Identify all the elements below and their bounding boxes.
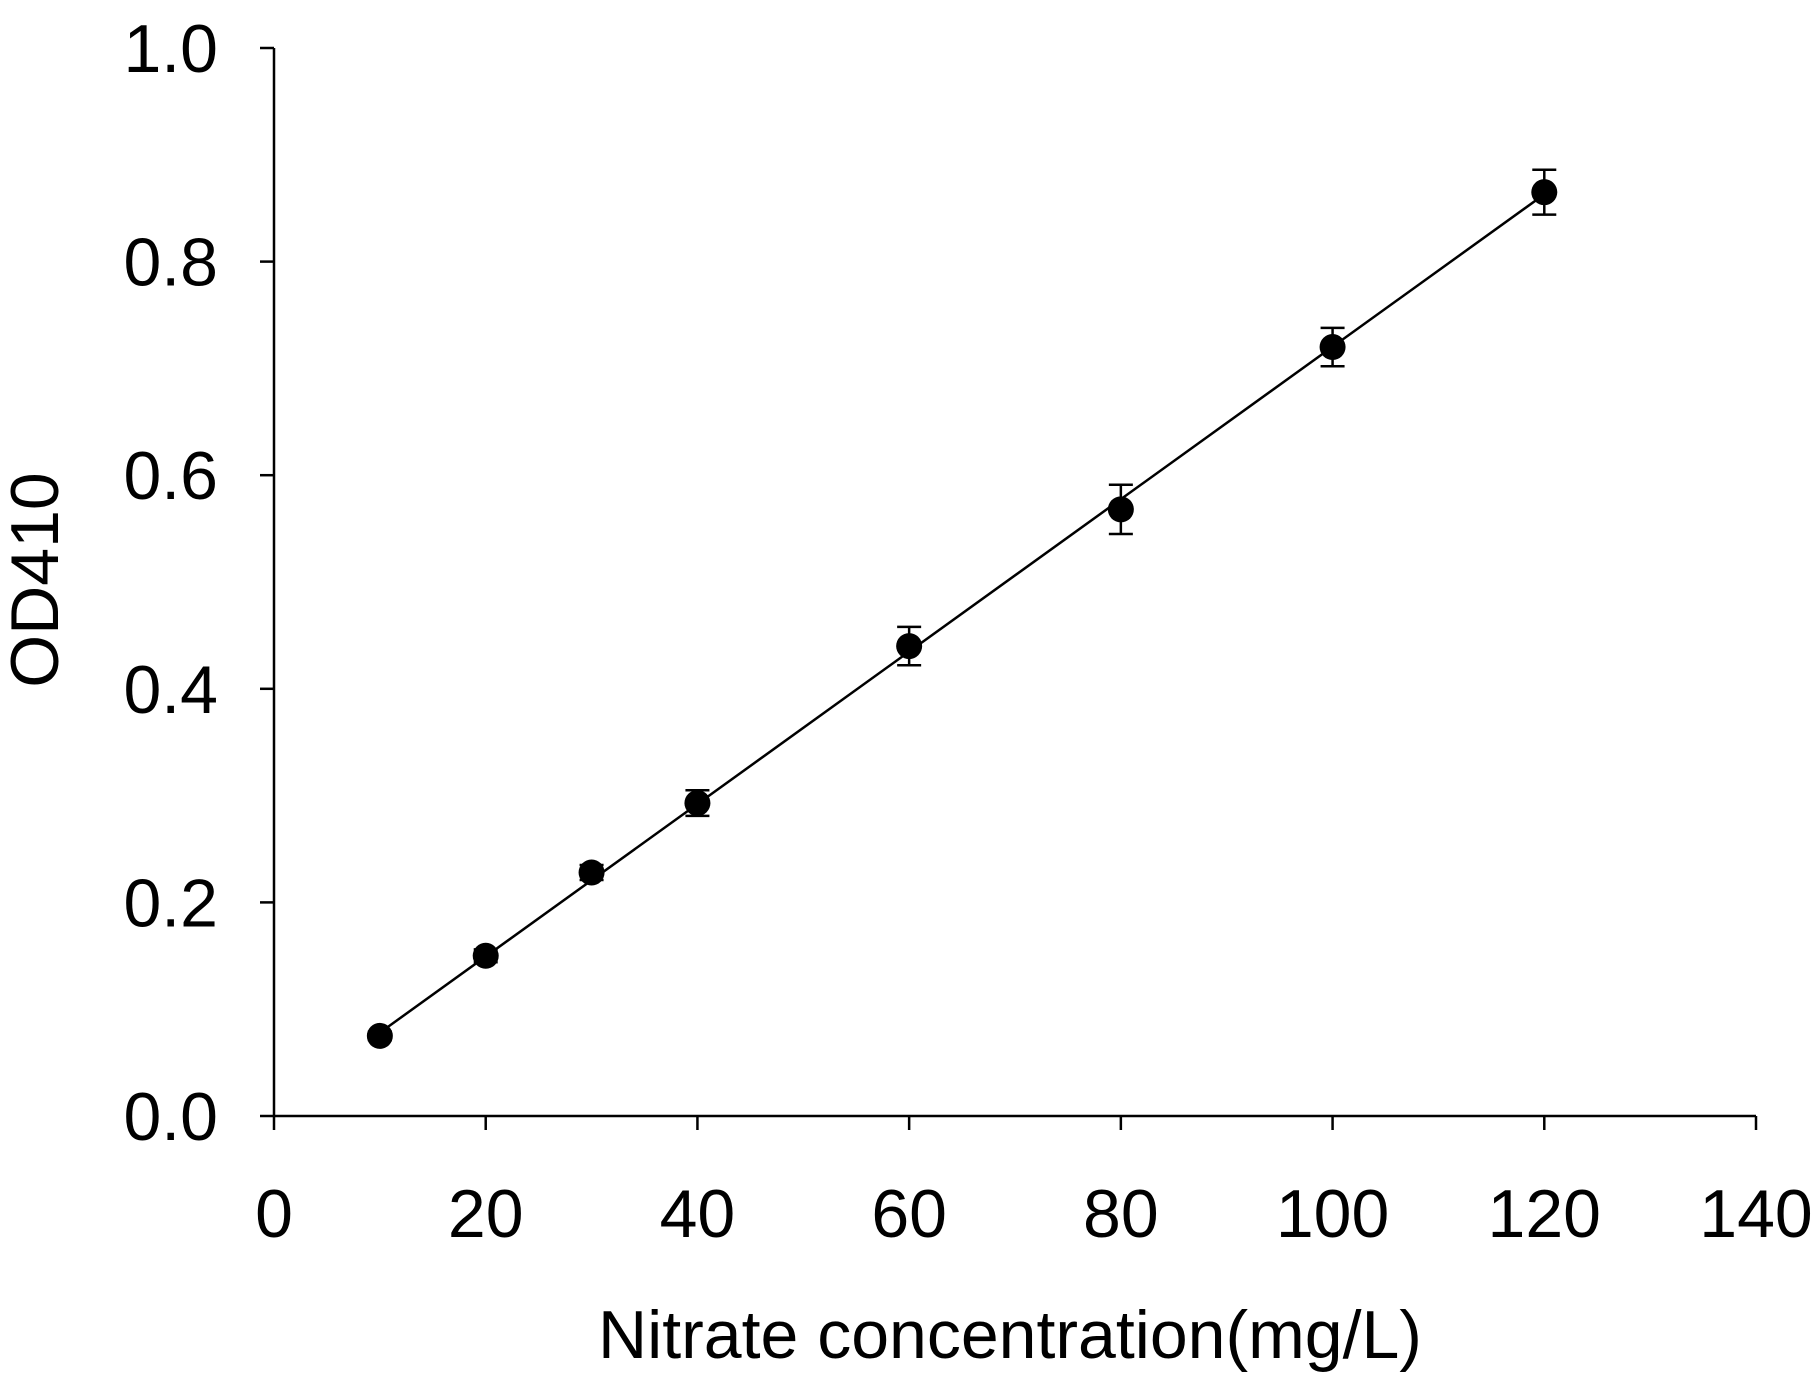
y-tick-label: 0.0 [123,1079,218,1155]
data-point [366,1022,393,1049]
trendline [379,193,1546,1034]
x-tick-label: 80 [1083,1176,1159,1252]
x-tick-label: 0 [255,1176,293,1252]
data-point [1531,179,1558,206]
x-tick-label: 60 [871,1176,947,1252]
data-point [896,633,923,660]
y-axis-title: OD410 [0,472,73,687]
data-points-layer [366,168,1558,1049]
y-tick-label: 0.8 [123,225,218,301]
y-tick-label: 0.6 [123,438,218,514]
data-point [472,942,499,969]
y-tick-label: 1.0 [123,11,218,87]
data-point [1319,334,1346,361]
x-axis-title: Nitrate concentration(mg/L) [598,1297,1422,1373]
y-tick-label: 0.2 [123,865,218,941]
x-tick-label: 40 [660,1176,736,1252]
axes: 0 20 40 60 80 100 120 140 0.0 0.2 0.4 0.6 0.8 1.0 [123,11,1812,1252]
data-point [1107,496,1134,523]
trendline-layer [379,193,1546,1034]
x-tick-label: 20 [448,1176,524,1252]
data-point [578,859,605,886]
y-tick-label: 0.4 [123,652,218,728]
x-tick-label: 100 [1276,1176,1389,1252]
data-point [684,790,711,817]
x-tick-label: 120 [1488,1176,1601,1252]
x-tick-label: 140 [1699,1176,1812,1252]
